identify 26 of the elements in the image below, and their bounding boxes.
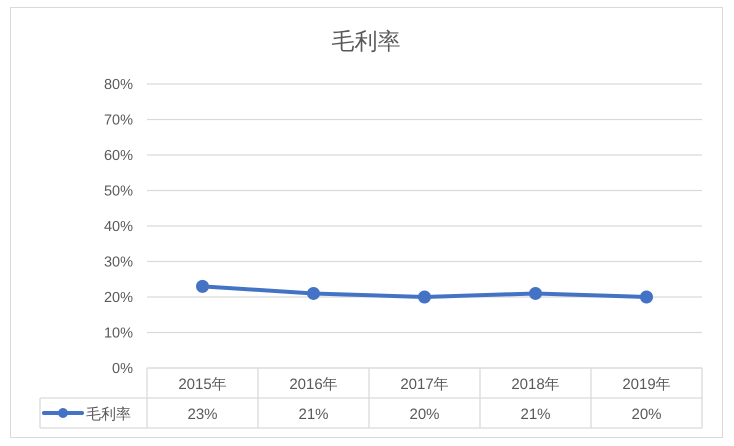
xtick: 2019年: [622, 376, 671, 393]
point: [640, 290, 653, 304]
value-label: 23%: [187, 406, 218, 423]
ytick: 40%: [104, 219, 133, 235]
xtick: 2015年: [178, 376, 227, 393]
point: [418, 290, 431, 304]
ytick: 50%: [104, 184, 133, 200]
legend-label: 毛利率: [86, 406, 131, 423]
value-label: 21%: [298, 406, 329, 423]
xtick: 2018年: [511, 376, 560, 393]
value-label: 21%: [520, 406, 551, 423]
value-label: 20%: [631, 406, 662, 423]
point: [307, 286, 320, 300]
ytick: 30%: [104, 254, 133, 270]
point: [529, 286, 542, 300]
value-label: 20%: [409, 406, 440, 423]
title: 毛利率: [332, 28, 400, 54]
ytick: 10%: [104, 326, 133, 342]
ytick: 20%: [104, 290, 133, 306]
point: [196, 280, 209, 293]
xtick: 2016年: [289, 376, 338, 393]
xtick: 2017年: [400, 376, 449, 393]
ytick: 70%: [104, 112, 133, 128]
ytick: 60%: [104, 148, 133, 164]
ytick: 80%: [104, 77, 133, 93]
ytick: 0%: [112, 361, 133, 377]
